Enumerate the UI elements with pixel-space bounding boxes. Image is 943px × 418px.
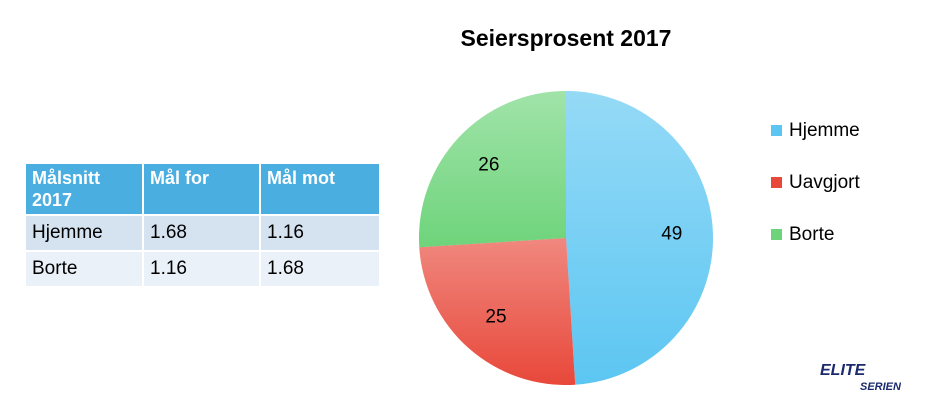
legend-swatch [771, 229, 782, 240]
legend-label: Uavgjort [789, 172, 860, 193]
data-label: 49 [661, 224, 682, 245]
cell: Hjemme [24, 214, 144, 252]
stats-table: Målsnitt 2017 Mål for Mål mot Hjemme 1.6… [24, 162, 381, 288]
cell: 1.68 [142, 214, 261, 252]
legend-swatch [771, 125, 782, 136]
cell: 1.68 [259, 250, 381, 288]
chart-title: Seiersprosent 2017 [461, 25, 672, 51]
logo-text: ELITE [820, 362, 867, 379]
table-row: Hjemme 1.68 1.16 [24, 214, 381, 252]
table-header: Målsnitt 2017 Mål for Mål mot [24, 162, 381, 216]
cell: Borte [24, 250, 144, 288]
data-label: 26 [478, 155, 499, 176]
slice-shade [419, 238, 576, 385]
cell: 1.16 [142, 250, 261, 288]
legend-label: Hjemme [789, 120, 860, 141]
data-label: 25 [485, 306, 506, 327]
logo: ELITE SERIEN [820, 362, 902, 393]
table-row: Borte 1.16 1.68 [24, 250, 381, 288]
slice-shade [566, 91, 713, 385]
logo-text: SERIEN [860, 381, 902, 393]
cell: 1.16 [259, 214, 381, 252]
legend-swatch [771, 177, 782, 188]
header-cell: Målsnitt 2017 [24, 162, 144, 216]
slice-shade [418, 90, 566, 248]
header-cell: Mål mot [259, 162, 381, 216]
header-cell: Mål for [142, 162, 261, 216]
legend-label: Borte [789, 224, 834, 245]
